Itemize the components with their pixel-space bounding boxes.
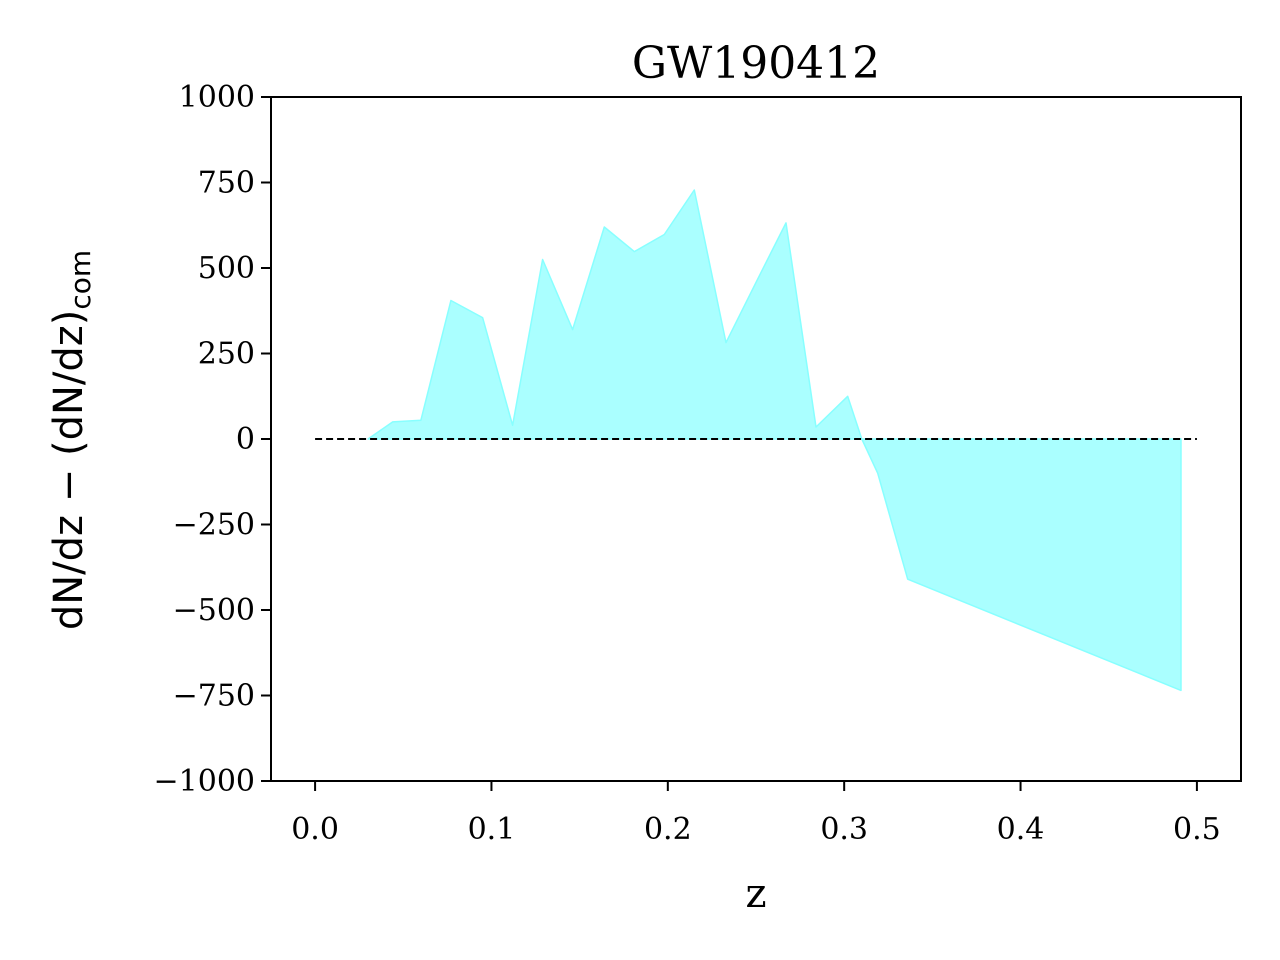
x-tick-label: 0.1 [468,812,516,847]
data-point [604,226,605,227]
data-point [861,439,862,440]
data-point [572,329,573,330]
y-axis-label-main: dN/dz − (dN/dz) [46,310,92,631]
data-point [664,234,665,235]
data-point [512,425,513,426]
data-point [420,420,421,421]
data-point [756,282,757,283]
y-axis-label-subscript: com [64,250,97,310]
x-tick-label: 0.5 [1173,812,1221,847]
data-point [482,317,483,318]
x-axis: 0.0 0.1 0.2 0.3 0.4 0.5 [291,781,1221,847]
series-layer [367,189,1182,692]
y-tick-label: −750 [173,679,255,714]
data-point [785,222,786,223]
y-tick-label: 1000 [179,80,255,115]
data-point [542,259,543,260]
y-axis: 1000 750 500 250 0 −250 −500 −750 −1000 [154,80,271,799]
data-point [450,300,451,301]
data-point [1181,690,1182,691]
area-series-0 [367,189,1182,692]
x-tick-label: 0.4 [997,812,1045,847]
y-tick-label: −500 [173,593,255,628]
y-tick-label: −1000 [154,764,255,799]
data-point [694,190,695,191]
y-tick-label: 250 [198,337,255,372]
data-point [877,473,878,474]
data-point [815,427,816,428]
data-point [634,251,635,252]
x-tick-label: 0.2 [644,812,692,847]
chart-title: GW190412 [632,38,880,89]
y-tick-label: 500 [198,251,255,286]
data-point [368,439,369,440]
y-axis-label: dN/dz − (dN/dz)com [46,250,97,630]
data-point [907,579,908,580]
data-point [847,396,848,397]
data-point [392,421,393,422]
y-tick-label: 0 [236,422,255,457]
x-tick-label: 0.0 [291,812,339,847]
data-point [726,342,727,343]
y-tick-label: 750 [198,166,255,201]
x-axis-label: z [745,871,766,917]
y-tick-label: −250 [173,508,255,543]
x-tick-label: 0.3 [820,812,868,847]
